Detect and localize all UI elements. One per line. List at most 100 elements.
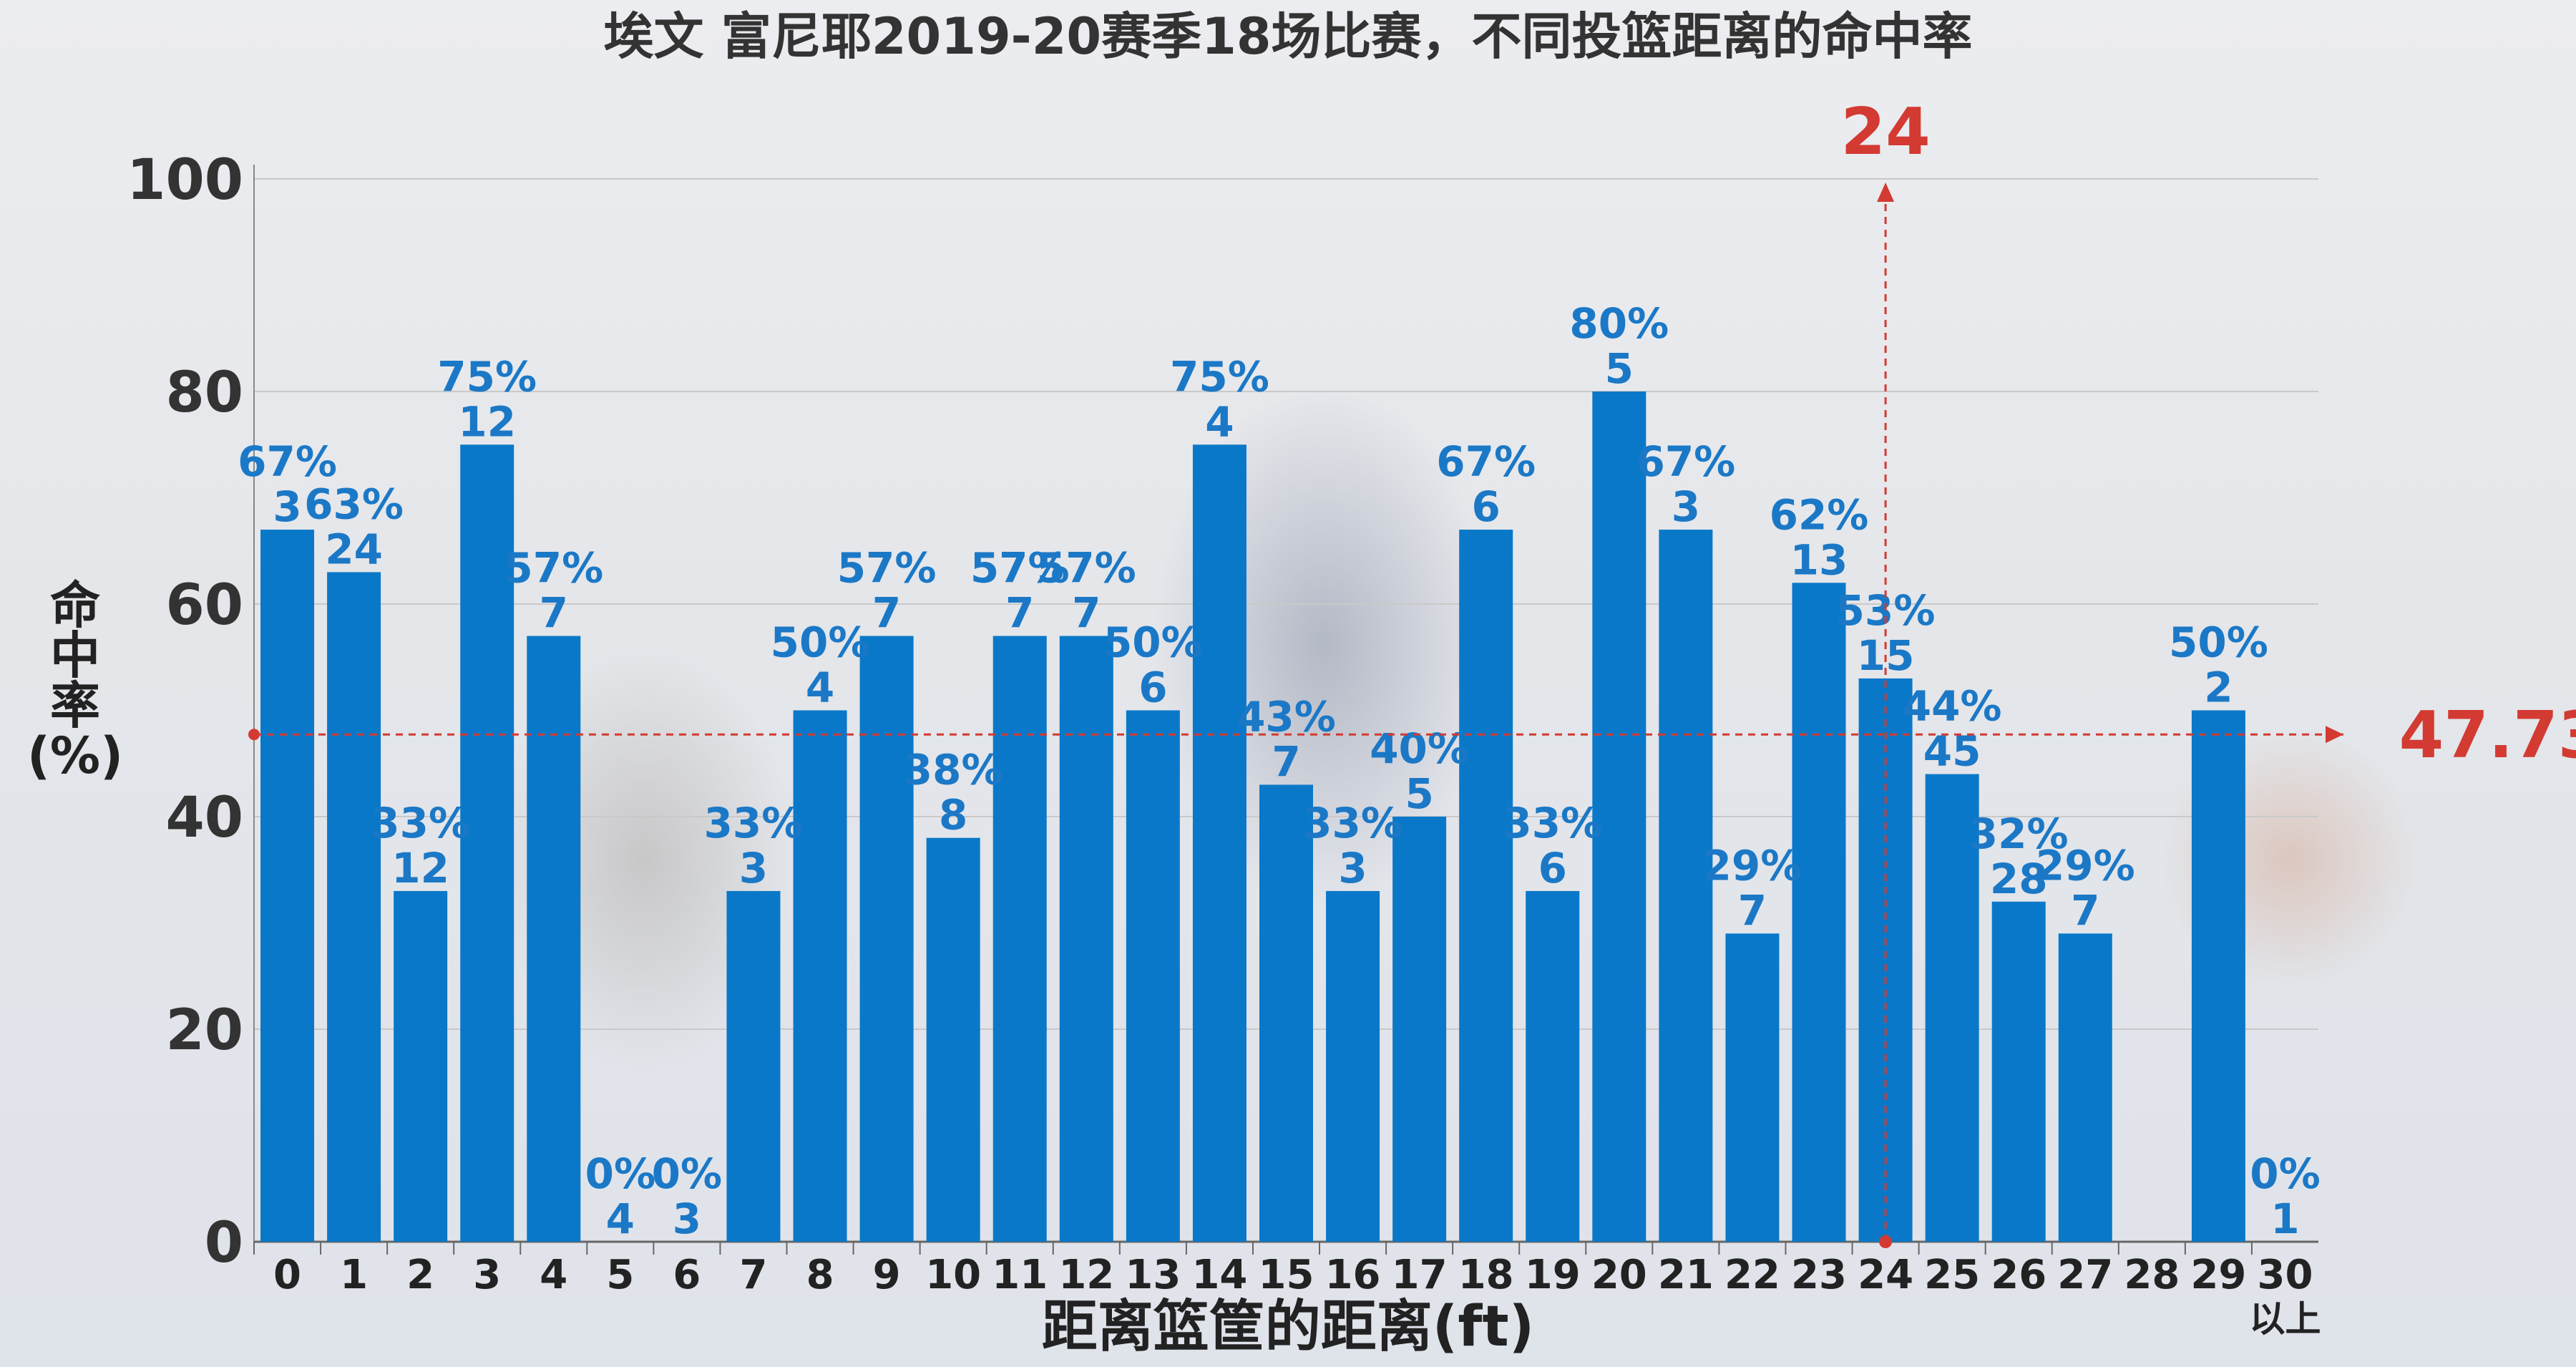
y-axis-label-part: 中: [50, 626, 100, 685]
bar-14: [1192, 444, 1246, 1242]
bar-17: [1392, 817, 1447, 1242]
x-tick-label: 14: [1191, 1252, 1247, 1298]
x-tick-sublabel: 以上: [2249, 1298, 2321, 1340]
bar-percent-label: 67%: [1436, 437, 1536, 486]
bar-attempts-label: 7: [2071, 886, 2099, 935]
bar-15: [1259, 784, 1313, 1242]
bar-percent-label: 57%: [970, 544, 1070, 593]
bar-percent-label: 0%: [585, 1149, 655, 1198]
bar-percent-label: 0%: [2250, 1149, 2320, 1198]
bar-percent-label: 29%: [2036, 841, 2135, 890]
y-axis-label-part: (%): [27, 726, 123, 785]
x-tick-label: 16: [1325, 1252, 1381, 1298]
x-tick-label: 13: [1125, 1252, 1181, 1298]
x-tick-label: 11: [992, 1252, 1048, 1298]
bar-percent-label: 63%: [304, 480, 404, 528]
y-tick-label: 80: [165, 361, 243, 425]
bar-7: [726, 890, 781, 1242]
bar-22: [1725, 933, 1780, 1242]
bar-attempts-label: 3: [273, 482, 301, 531]
y-axis-label: 命中率(%): [27, 576, 123, 785]
x-tick-label: 4: [540, 1252, 567, 1298]
bar-25: [1925, 774, 1979, 1242]
bar-12: [1059, 636, 1113, 1242]
x-tick-label: 19: [1525, 1252, 1581, 1298]
bar-attempts-label: 7: [1005, 589, 1034, 638]
x-tick-label: 30: [2257, 1252, 2313, 1298]
bar-attempts-label: 7: [872, 589, 901, 638]
bar-attempts-label: 5: [1605, 344, 1634, 393]
x-tick-label: 25: [1924, 1252, 1980, 1298]
bar-attempts-label: 6: [1472, 482, 1501, 531]
bar-2: [394, 890, 448, 1242]
bar-percent-label: 32%: [1969, 809, 2069, 858]
bar-attempts-label: 12: [391, 844, 449, 892]
bar-percent-label: 67%: [1636, 437, 1735, 486]
bars: [260, 391, 2245, 1242]
x-tick-label: 23: [1791, 1252, 1847, 1298]
bar-attempts-label: 3: [739, 844, 768, 892]
x-tick-label: 5: [606, 1252, 634, 1298]
bar-attempts-label: 7: [1072, 589, 1101, 638]
bar-percent-label: 33%: [1503, 799, 1602, 847]
bar-labels: 67%3 63%2433%1275%1257%70%40%333%350%457%…: [238, 299, 2321, 1243]
x-tick-label: 10: [925, 1252, 981, 1298]
bar-attempts-label: 2: [2204, 663, 2233, 712]
y-tick-label: 100: [127, 148, 243, 213]
y-axis-label-part: 率: [50, 676, 100, 735]
bar-9: [859, 636, 914, 1242]
x-tick-label: 21: [1658, 1252, 1714, 1298]
bar-percent-label: 50%: [2169, 618, 2268, 667]
x-tick-label: 1: [340, 1252, 368, 1298]
bar-16: [1326, 890, 1380, 1242]
bar-27: [2058, 933, 2112, 1242]
bar-11: [992, 636, 1047, 1242]
x-tick-label: 18: [1458, 1252, 1514, 1298]
x-tick-label: 24: [1858, 1252, 1913, 1298]
bar-attempts-label: 7: [1272, 737, 1300, 786]
bar-percent-label: 33%: [371, 799, 470, 847]
bar-percent-label: 75%: [1170, 352, 1269, 401]
x-tick-label: 12: [1058, 1252, 1114, 1298]
bar-percent-label: 43%: [1236, 692, 1336, 741]
x-tick-label: 27: [2057, 1252, 2113, 1298]
bar-percent-label: 67%: [238, 437, 337, 486]
bar-attempts-label: 8: [939, 791, 967, 840]
bar-18: [1459, 530, 1513, 1242]
chart-title: 埃文 富尼耶2019-20赛季18场比赛，不同投篮距离的命中率: [603, 7, 1972, 66]
bar-8: [793, 710, 847, 1242]
bar-0: [260, 530, 315, 1242]
bar-23: [1792, 583, 1846, 1242]
bar-percent-label: 57%: [837, 544, 937, 593]
x-tick-label: 20: [1591, 1252, 1647, 1298]
bar-1: [327, 572, 381, 1242]
average-value-label: 47.73: [2399, 698, 2576, 773]
bar-4: [527, 636, 581, 1242]
x-axis-label: 距离篮筐的距离(ft): [1042, 1295, 1535, 1359]
average-line-arrow: [2326, 726, 2343, 744]
x-tick-label: 28: [2124, 1252, 2180, 1298]
max-attempts-label: 24: [1840, 94, 1930, 170]
x-tick-label: 7: [739, 1252, 767, 1298]
y-tick-label: 20: [165, 998, 243, 1063]
y-axis-label-part: 命: [50, 576, 100, 635]
bar-percent-label: 75%: [437, 352, 537, 401]
x-tick-label: 0: [273, 1252, 301, 1298]
bar-percent-label: 80%: [1569, 299, 1669, 348]
bar-percent-label: 38%: [904, 746, 1003, 794]
y-axis-ticks: 0 20 40 60 80 100: [127, 148, 243, 1275]
bar-percent-label: 62%: [1770, 490, 1869, 539]
bar-attempts-label: 12: [458, 397, 516, 446]
bar-attempts-label: 13: [1790, 535, 1848, 584]
bar-attempts-label: 7: [540, 589, 568, 638]
bar-percent-label: 57%: [1037, 544, 1136, 593]
x-tick-label: 15: [1259, 1252, 1314, 1298]
bar-percent-label: 33%: [704, 799, 804, 847]
x-tick-label: 2: [406, 1252, 434, 1298]
bar-29: [2191, 710, 2245, 1242]
bar-percent-label: 50%: [771, 618, 870, 667]
bar-attempts-label: 3: [673, 1195, 701, 1243]
bar-percent-label: 40%: [1370, 724, 1469, 773]
